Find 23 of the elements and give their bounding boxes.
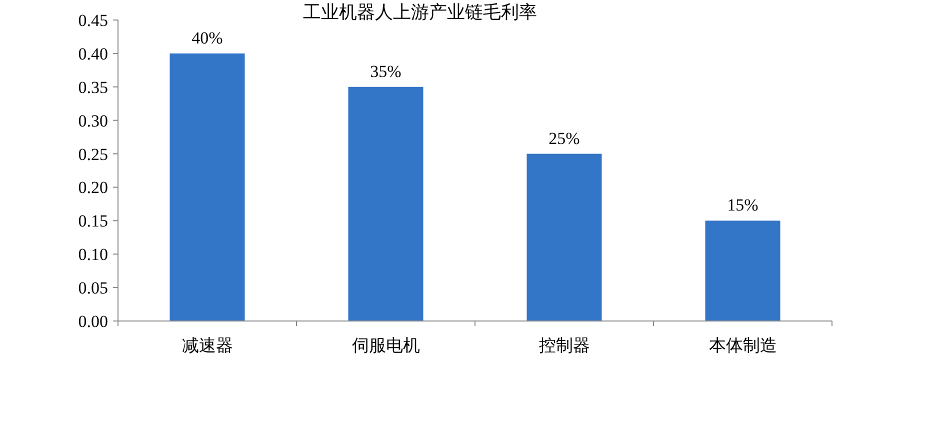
bar bbox=[348, 86, 424, 321]
chart-title: 工业机器人上游产业链毛利率 bbox=[303, 2, 537, 22]
data-label: 25% bbox=[548, 128, 580, 148]
x-tick-label: 本体制造 bbox=[708, 336, 777, 355]
y-tick-label: 0.00 bbox=[78, 312, 108, 331]
data-label: 35% bbox=[370, 62, 402, 81]
y-tick-label: 0.25 bbox=[78, 144, 108, 164]
bar bbox=[705, 220, 780, 321]
bar bbox=[526, 154, 602, 321]
bar bbox=[170, 53, 245, 321]
y-tick-label: 0.20 bbox=[78, 178, 108, 198]
data-label: 15% bbox=[727, 196, 758, 215]
y-tick-label: 0.30 bbox=[78, 111, 108, 130]
data-label: 40% bbox=[192, 28, 223, 48]
y-tick-label: 0.35 bbox=[78, 78, 108, 97]
y-tick-label: 0.10 bbox=[78, 245, 108, 264]
x-tick-label: 伺服电机 bbox=[352, 336, 420, 355]
y-tick-label: 0.40 bbox=[78, 44, 108, 64]
x-tick-label: 减速器 bbox=[182, 336, 233, 355]
y-tick-label: 0.05 bbox=[78, 278, 108, 298]
x-tick-label: 控制器 bbox=[538, 336, 590, 355]
y-tick-label: 0.45 bbox=[78, 11, 108, 30]
y-tick-label: 0.15 bbox=[78, 212, 108, 231]
